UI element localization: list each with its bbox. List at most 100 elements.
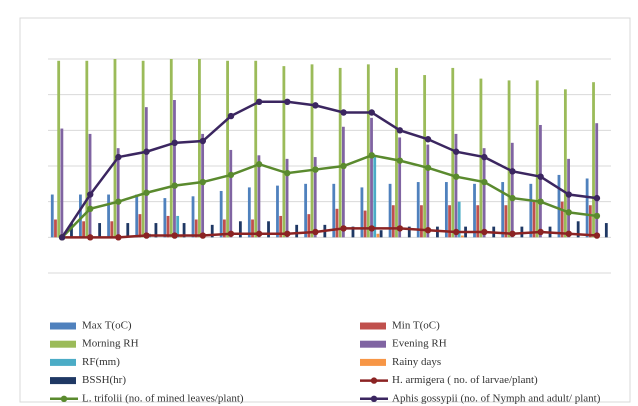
bar xyxy=(254,60,258,238)
bar xyxy=(201,133,205,238)
bar xyxy=(539,124,542,238)
line-point xyxy=(312,228,319,236)
bar xyxy=(476,205,480,238)
bar xyxy=(444,182,448,238)
line-point xyxy=(509,230,516,237)
bar xyxy=(194,219,198,238)
bar xyxy=(504,205,508,238)
bar xyxy=(88,133,92,238)
line-point xyxy=(227,171,235,179)
line-point xyxy=(424,227,432,234)
line-point xyxy=(593,232,601,239)
bar xyxy=(363,210,367,238)
bar xyxy=(113,59,117,238)
bar xyxy=(176,215,180,238)
bar xyxy=(276,185,279,238)
bar xyxy=(426,144,430,238)
bar xyxy=(310,64,314,238)
bar xyxy=(169,59,173,238)
legend-swatch xyxy=(50,322,76,330)
bar xyxy=(166,215,170,238)
bar xyxy=(210,224,214,238)
bar xyxy=(135,194,139,238)
bar xyxy=(107,194,110,238)
bar xyxy=(313,157,317,238)
bar xyxy=(366,64,370,238)
line-point xyxy=(396,225,404,232)
bar xyxy=(335,208,339,238)
bar xyxy=(532,201,536,238)
chart-frame xyxy=(19,17,631,403)
bar xyxy=(82,221,86,238)
legend-label: Evening RH xyxy=(392,338,447,350)
line-point xyxy=(565,230,572,237)
line-point xyxy=(284,230,291,237)
bar xyxy=(70,223,73,238)
bar xyxy=(279,215,283,238)
line-point xyxy=(340,162,347,170)
bar xyxy=(398,137,402,238)
line-point xyxy=(115,198,122,205)
line-point xyxy=(537,173,544,180)
bar xyxy=(138,214,142,238)
bar xyxy=(304,183,308,238)
line-point xyxy=(171,139,178,147)
line-point xyxy=(255,230,263,237)
bar xyxy=(395,67,398,238)
line-point xyxy=(227,112,235,120)
line-point xyxy=(565,209,572,216)
bar xyxy=(482,148,486,238)
bar xyxy=(173,100,176,238)
legend-marker xyxy=(60,395,68,402)
bar xyxy=(238,221,242,238)
bar xyxy=(457,201,461,238)
legend-label: L. trifolii (no. of mined leaves/plant) xyxy=(82,392,244,404)
bar xyxy=(448,205,451,238)
bar xyxy=(501,182,505,238)
line-point xyxy=(227,230,235,237)
bar xyxy=(370,117,373,238)
legend-swatch xyxy=(50,340,76,348)
legend-label: Min T(oC) xyxy=(392,320,440,332)
line-point xyxy=(424,164,432,171)
bar xyxy=(219,190,223,238)
legend-label: BSSH(hr) xyxy=(82,374,126,386)
line-point xyxy=(143,232,150,239)
line-point xyxy=(368,225,375,232)
bar xyxy=(295,224,299,238)
bar xyxy=(267,221,270,238)
line-point xyxy=(58,234,66,241)
line-point xyxy=(199,178,207,186)
bar xyxy=(507,80,511,238)
bar xyxy=(351,226,355,238)
legend-swatch xyxy=(50,358,76,366)
bar xyxy=(85,60,89,238)
bar xyxy=(251,219,254,238)
bar xyxy=(110,221,114,238)
line-point xyxy=(368,109,375,116)
line-point xyxy=(199,137,207,145)
line-point xyxy=(87,191,94,198)
bar xyxy=(338,67,342,238)
bar xyxy=(379,230,383,238)
line-point xyxy=(255,98,263,106)
bar xyxy=(604,223,608,238)
bar xyxy=(307,214,311,238)
bar xyxy=(416,182,420,238)
bar xyxy=(98,223,102,238)
bar xyxy=(373,157,377,238)
line-point xyxy=(171,232,178,239)
bar xyxy=(510,142,514,238)
line-point xyxy=(143,148,150,155)
bar xyxy=(479,78,483,238)
line-point xyxy=(312,102,319,109)
bar xyxy=(60,128,64,238)
bar xyxy=(407,226,411,238)
legend-swatch xyxy=(360,322,386,330)
bar xyxy=(388,183,392,238)
bar xyxy=(454,133,458,238)
bar xyxy=(557,174,561,238)
legend-swatch xyxy=(360,358,386,366)
line-point xyxy=(593,194,601,202)
